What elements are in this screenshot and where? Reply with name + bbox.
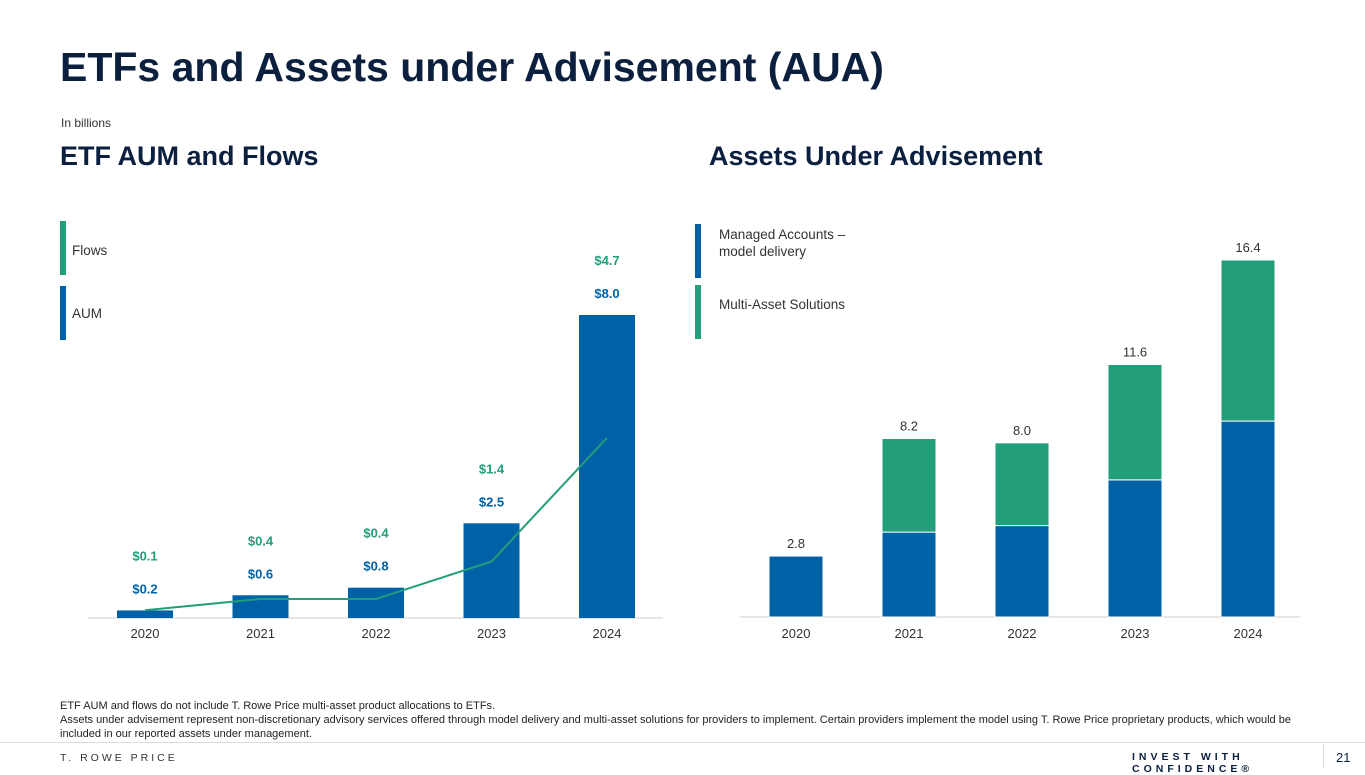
x-tick-label: 2021 bbox=[246, 626, 275, 641]
footnote: ETF AUM and flows do not include T. Rowe… bbox=[60, 700, 496, 712]
flows-data-label: $4.7 bbox=[594, 253, 619, 268]
legend-label-managed: Managed Accounts – model delivery bbox=[719, 226, 845, 260]
flows-line bbox=[144, 437, 608, 612]
flows-data-label: $0.1 bbox=[132, 548, 157, 563]
managed-accounts-bar bbox=[1107, 479, 1163, 618]
total-data-label: 16.4 bbox=[1235, 240, 1260, 255]
x-tick-label: 2020 bbox=[131, 626, 160, 641]
legend-label-multi: Multi-Asset Solutions bbox=[719, 297, 846, 312]
x-tick-label: 2023 bbox=[477, 626, 506, 641]
legend-label-aum: AUM bbox=[72, 306, 102, 321]
flows-data-label: $0.4 bbox=[248, 533, 274, 548]
total-data-label: 11.6 bbox=[1123, 344, 1147, 359]
legend-line-1: Managed Accounts – bbox=[719, 227, 846, 242]
legend-swatch-aum bbox=[60, 286, 66, 340]
etf-chart-title: ETF AUM and Flows bbox=[60, 141, 319, 171]
x-tick-label: 2020 bbox=[782, 626, 811, 641]
tagline: INVEST WITH CONFIDENCE® bbox=[1132, 751, 1254, 775]
aua-chart-title: Assets Under Advisement bbox=[709, 141, 1043, 171]
brand-logo-text: T. ROWE PRICE bbox=[60, 752, 178, 764]
total-data-label: 8.0 bbox=[1013, 423, 1031, 438]
x-tick-label: 2024 bbox=[593, 626, 622, 641]
x-tick-label: 2024 bbox=[1234, 626, 1263, 641]
total-data-label: 2.8 bbox=[787, 536, 805, 551]
aum-data-label: $2.5 bbox=[479, 494, 504, 509]
footnote: Assets under advisement represent non-di… bbox=[60, 714, 1291, 740]
legend-line-2: model delivery bbox=[719, 244, 807, 259]
legend-swatch-flows bbox=[60, 221, 66, 275]
aum-bar bbox=[463, 523, 520, 618]
multi-asset-bar bbox=[1220, 259, 1276, 422]
aum-bar bbox=[117, 610, 173, 618]
aum-data-label: $0.8 bbox=[363, 559, 388, 574]
unit-note: In billions bbox=[61, 116, 112, 130]
x-tick-label: 2023 bbox=[1121, 626, 1150, 641]
flows-data-label: $1.4 bbox=[479, 461, 505, 476]
x-tick-label: 2022 bbox=[362, 626, 391, 641]
legend-swatch-managed bbox=[695, 224, 701, 278]
managed-accounts-bar bbox=[768, 555, 824, 618]
page-divider bbox=[1323, 744, 1324, 768]
aum-bar bbox=[579, 315, 635, 618]
x-tick-label: 2022 bbox=[1008, 626, 1037, 641]
page-number: 21 bbox=[1336, 750, 1351, 765]
total-data-label: 8.2 bbox=[900, 419, 918, 434]
x-tick-label: 2021 bbox=[895, 626, 924, 641]
flows-data-label: $0.4 bbox=[363, 526, 389, 541]
aum-data-label: $0.6 bbox=[248, 566, 273, 581]
aum-data-label: $0.2 bbox=[132, 581, 157, 596]
multi-asset-bar bbox=[994, 442, 1050, 527]
legend-swatch-multi bbox=[695, 285, 701, 339]
multi-asset-bar bbox=[1107, 363, 1163, 481]
managed-accounts-bar bbox=[994, 525, 1050, 618]
managed-accounts-bar bbox=[881, 531, 937, 618]
managed-accounts-bar bbox=[1220, 420, 1276, 618]
legend-label-flows: Flows bbox=[72, 243, 108, 258]
footer-divider bbox=[0, 742, 1365, 743]
footnotes: ETF AUM and flows do not include T. Rowe… bbox=[60, 699, 1310, 741]
aum-data-label: $8.0 bbox=[594, 286, 619, 301]
page-title: ETFs and Assets under Advisement (AUA) bbox=[60, 44, 884, 90]
multi-asset-bar bbox=[881, 438, 937, 533]
